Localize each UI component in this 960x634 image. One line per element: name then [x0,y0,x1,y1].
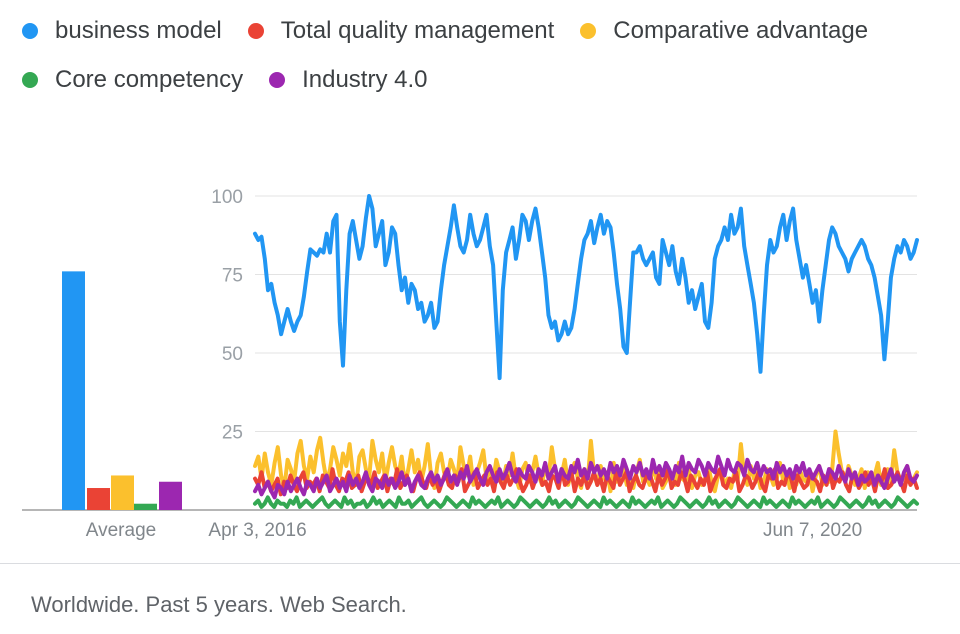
legend-label: Total quality management [280,17,555,44]
y-tick-label: 100 [211,187,243,208]
legend-label: Core competency [55,66,244,93]
trends-chart[interactable]: 100 75 50 25 Apr 3, 2016 Jun 7, 2020 Average [0,0,960,560]
legend: business model Total quality management … [22,14,942,112]
series-color-dot [247,23,264,39]
y-tick-label: 50 [222,344,243,365]
legend-label: Industry 4.0 [302,66,428,93]
series-color-dot [269,72,286,88]
average-label: Average [86,520,156,541]
legend-row-2: Core competency Industry 4.0 [22,63,942,97]
average-bar-business-model[interactable] [62,271,85,510]
legend-item-industry-4-0[interactable]: Industry 4.0 [269,66,428,94]
series-line-business-model[interactable] [253,194,919,381]
legend-item-comparative-advantage[interactable]: Comparative advantage [580,17,868,45]
average-bar-comparative-advantage[interactable] [111,475,134,510]
legend-item-business-model[interactable]: business model [22,17,222,45]
legend-item-total-quality-management[interactable]: Total quality management [247,17,555,45]
series-line-industry-4-0[interactable] [253,454,919,500]
y-tick-label: 25 [222,423,243,444]
footer-divider [0,563,960,564]
average-bar-total-quality-management[interactable] [87,488,110,510]
legend-label: Comparative advantage [613,17,869,44]
legend-item-core-competency[interactable]: Core competency [22,66,243,94]
series-color-dot [580,23,597,39]
series-line-total-quality-management[interactable] [253,467,919,497]
y-tick-label: 75 [222,266,243,287]
series-line-core-competency[interactable] [253,495,919,509]
footer-caption: Worldwide. Past 5 years. Web Search. [31,592,407,617]
average-bar-core-competency[interactable] [134,503,157,510]
average-bar-industry-4-0[interactable] [159,481,182,510]
series-color-dot [22,72,38,88]
x-tick-label: Jun 7, 2020 [763,520,862,541]
series-color-dot [22,23,38,39]
legend-row-1: business model Total quality management … [22,14,942,48]
x-tick-label: Apr 3, 2016 [208,520,306,541]
legend-label: business model [55,17,222,44]
